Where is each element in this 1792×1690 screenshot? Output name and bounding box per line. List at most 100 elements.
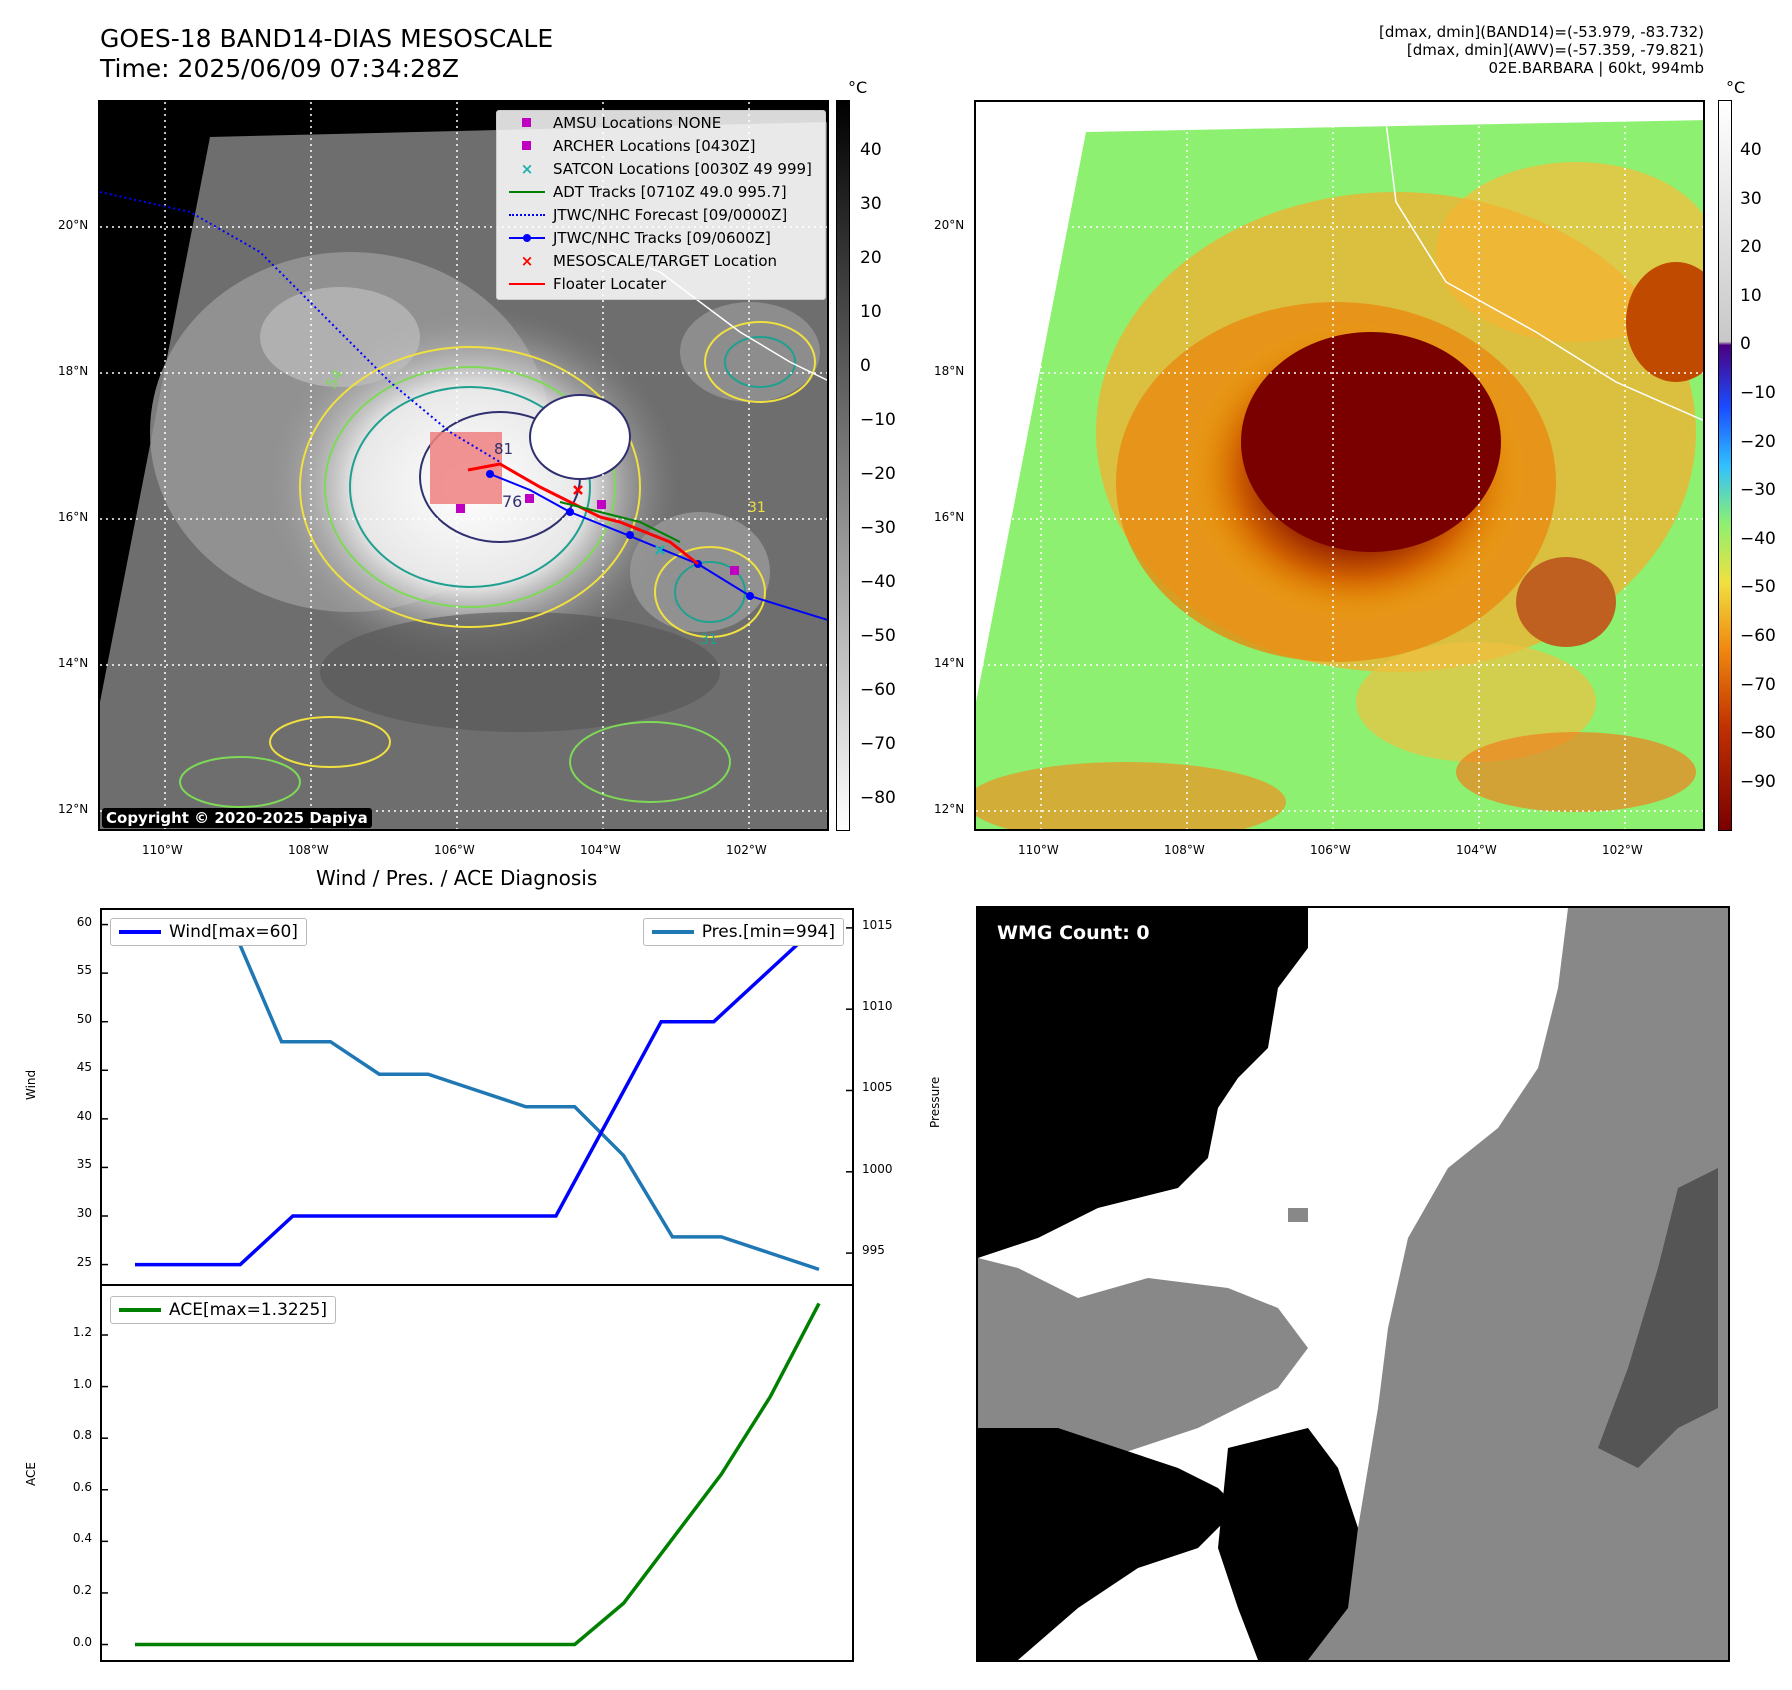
wmg-panel: WMG Count: 0 [976, 906, 1730, 1662]
legend-item-amsu: AMSU Locations NONE [507, 113, 721, 133]
wind-tick: 60 [76, 914, 92, 929]
ace-chart: ACE[max=1.3225] [100, 1284, 854, 1662]
info-awv: [dmax, dmin](AWV)=(-57.359, -79.821) [1406, 41, 1704, 59]
pressure-tick: 1005 [862, 1080, 893, 1095]
wind-tick: 35 [76, 1157, 92, 1172]
wind-legend-label: Wind[max=60] [169, 922, 298, 942]
colorbar1-tick: −50 [860, 626, 896, 646]
contour-label: 81 [494, 440, 514, 458]
pressure-legend-label: Pres.[min=994] [701, 922, 835, 942]
ace-tick: 0.8 [72, 1428, 92, 1443]
colorbar2-tick: −30 [1740, 480, 1776, 501]
colorbar1-tick: 30 [860, 194, 882, 214]
lat-tick: 16°N [58, 510, 89, 524]
pressure-legend: Pres.[min=994] [642, 918, 844, 946]
colorbar2-tick: −80 [1740, 723, 1776, 744]
lat-tick: 18°N [58, 364, 89, 378]
colorbar1 [836, 100, 850, 831]
legend-item-target: × MESOSCALE/TARGET Location [520, 252, 778, 270]
legend-item-floater: Floater Locater [507, 274, 666, 294]
wind-tick: 45 [76, 1060, 92, 1075]
colorbar1-unit: °C [848, 78, 868, 97]
lon-tick: 104°W [580, 843, 621, 857]
wind-tick: 55 [76, 963, 92, 978]
lat-tick: 14°N [934, 656, 965, 670]
contour-label: 31 [700, 632, 718, 648]
colorbar2-tick: 10 [1740, 285, 1762, 306]
colorbar1-tick: 20 [860, 248, 882, 268]
contour-label: 31 [748, 500, 766, 516]
ace-line [135, 1302, 821, 1647]
colorbar1-tick: −40 [860, 572, 896, 592]
wind-line [135, 923, 821, 1267]
contour-label: 76 [502, 492, 523, 511]
lat-tick: 20°N [58, 218, 89, 232]
lon-tick: 108°W [1164, 843, 1205, 857]
pressure-tick: 995 [862, 1243, 885, 1258]
wind-pressure-chart: Wind[max=60] Pres.[min=994] [100, 908, 854, 1286]
ace-axis-label: ACE [24, 1462, 38, 1486]
lat-tick: 16°N [934, 510, 965, 524]
pressure-line [135, 926, 820, 1272]
colorbar1-tick: −10 [860, 410, 896, 430]
legend-item-adt: ADT Tracks [0710Z 49.0 995.7] [507, 182, 787, 202]
colorbar2-tick: −70 [1740, 674, 1776, 695]
colorbar1-tick: 10 [860, 302, 882, 322]
info-storm: 02E.BARBARA | 60kt, 994mb [1488, 59, 1704, 77]
wind-pressure-plot [102, 923, 852, 1272]
colorbar1-tick: −70 [860, 734, 896, 754]
ace-tick: 1.2 [72, 1325, 92, 1339]
wind-tick: 50 [76, 1011, 92, 1026]
pressure-tick: 1010 [862, 999, 893, 1014]
lat-tick: 14°N [58, 656, 89, 670]
colorbar2-tick: 20 [1740, 237, 1762, 258]
pressure-tick: 1015 [862, 917, 893, 932]
lon-tick: 108°W [288, 843, 329, 857]
colorbar2-tick: 30 [1740, 188, 1762, 209]
ir-map-panel: 54 81 76 31 31 AMSU Locations NONE ARCHE… [98, 100, 829, 831]
colorbar2-tick: −60 [1740, 626, 1776, 646]
chart-title: Wind / Pres. / ACE Diagnosis [316, 866, 598, 890]
legend-item-satcon: × SATCON Locations [0030Z 49 999] [520, 160, 812, 178]
wind-tick: 30 [76, 1206, 92, 1220]
pressure-axis-label: Pressure [928, 1076, 942, 1128]
lon-tick: 110°W [1018, 843, 1059, 857]
lon-tick: 104°W [1456, 843, 1497, 857]
legend-item-archer: ARCHER Locations [0430Z] [507, 136, 756, 156]
colorbar2-tick: −90 [1740, 771, 1776, 792]
colorbar1-tick: −80 [860, 788, 896, 808]
colorbar2-tick: 40 [1740, 140, 1762, 160]
lon-tick: 102°W [726, 843, 767, 857]
colorbar1-tick: −60 [860, 680, 896, 700]
info-band14: [dmax, dmin](BAND14)=(-53.979, -83.732) [1379, 23, 1704, 41]
colorbar2-tick: −10 [1740, 383, 1776, 403]
color-map-image [976, 102, 1703, 829]
colorbar2-tick: −50 [1740, 577, 1776, 598]
copyright-label: Copyright © 2020-2025 Dapiya [102, 808, 372, 828]
colorbar2 [1718, 100, 1732, 831]
colorbar2-unit: °C [1726, 78, 1746, 97]
lat-tick: 12°N [934, 802, 965, 816]
lon-tick: 102°W [1602, 843, 1643, 857]
figure-time: Time: 2025/06/09 07:34:28Z [100, 54, 459, 83]
colorbar2-tick: −40 [1740, 528, 1776, 549]
lat-tick: 18°N [934, 364, 965, 378]
colorbar2-tick: −20 [1740, 431, 1776, 452]
ace-tick: 0.2 [72, 1582, 92, 1597]
legend-item-tracks: JTWC/NHC Tracks [09/0600Z] [507, 228, 771, 248]
lat-tick: 20°N [934, 218, 965, 232]
pressure-tick: 1000 [862, 1161, 893, 1176]
colorbar1-tick: 40 [860, 140, 882, 160]
colorbar1-tick: 0 [860, 356, 871, 376]
wind-legend: Wind[max=60] [110, 918, 307, 946]
figure-title: GOES-18 BAND14-DIAS MESOSCALE [100, 24, 554, 53]
color-map-panel [974, 100, 1705, 831]
ace-legend-label: ACE[max=1.3225] [169, 1300, 327, 1320]
wind-axis-label: Wind [24, 1069, 38, 1100]
colorbar1-tick: −30 [860, 518, 896, 538]
colorbar2-tick: 0 [1740, 334, 1751, 355]
lat-tick: 12°N [58, 802, 89, 816]
wmg-image [978, 908, 1718, 1660]
wmg-count-label: WMG Count: 0 [990, 920, 1157, 946]
colorbar1-tick: −20 [860, 464, 896, 484]
